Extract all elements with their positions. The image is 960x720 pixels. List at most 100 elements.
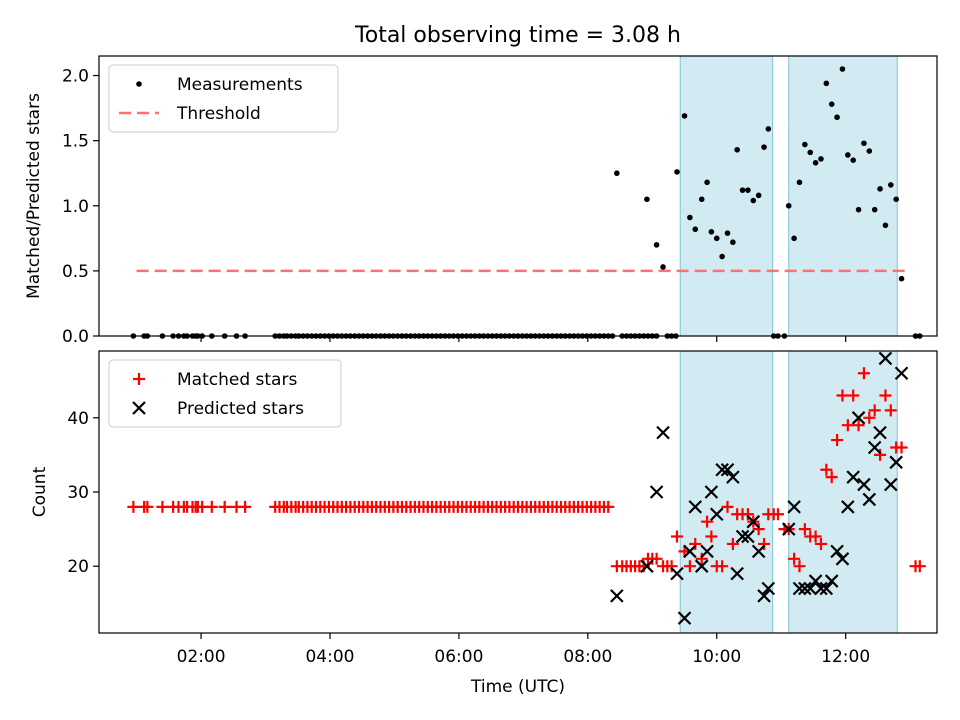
matched-point — [752, 523, 765, 536]
legend-threshold-label: Threshold — [176, 104, 261, 124]
matched-point — [825, 471, 838, 484]
legend-plus-glyph — [133, 373, 145, 385]
predicted-point — [715, 462, 729, 477]
predicted-point — [761, 581, 776, 596]
measurement-point — [866, 148, 873, 154]
legend-predicted-marker — [132, 401, 146, 415]
predicted-point — [878, 351, 893, 366]
matched-point — [847, 389, 860, 402]
measurement-point — [698, 196, 705, 203]
predicted-point — [792, 581, 807, 596]
shaded-span — [788, 55, 898, 337]
top-axes-frame — [98, 55, 938, 337]
x-axis-label: Time (UTC) — [470, 677, 565, 697]
measurement-point — [823, 80, 830, 87]
matched-point — [836, 389, 849, 402]
matched-point — [814, 537, 827, 550]
matched-point — [895, 441, 908, 454]
predicted-point — [709, 507, 724, 522]
predicted-point — [757, 589, 771, 603]
predicted-point — [730, 566, 744, 581]
matched-point — [809, 530, 822, 543]
bottom-x-ticks: 02:00 04:00 06:00 08:00 10:00 12:00 — [177, 633, 870, 667]
top-y-label: Matched/Predicted stars — [24, 93, 44, 299]
measurement-point — [871, 206, 878, 213]
matched-point — [239, 500, 252, 513]
predicted-point — [735, 529, 750, 544]
measurement-point — [739, 187, 746, 193]
matched-point — [716, 560, 729, 573]
measurement-point — [796, 179, 803, 186]
top-x-ticks — [200, 336, 847, 342]
predicted-point — [683, 544, 697, 559]
predicted-point — [841, 500, 855, 514]
matched-point — [671, 530, 684, 543]
measurement-point — [730, 239, 736, 246]
bottom-legend: Matched stars Predicted stars — [108, 359, 342, 428]
predicted-point — [819, 581, 834, 596]
predicted-point — [798, 581, 812, 596]
x-tick-label: 04:00 — [305, 647, 354, 667]
matched-point — [793, 560, 806, 573]
matched-points — [127, 367, 926, 573]
matched-point — [205, 500, 218, 513]
measurement-point — [882, 222, 889, 229]
bottom-panel: 20 30 40 02:00 04:00 06:00 08:00 10:00 12:00 Co… — [30, 350, 938, 697]
measurement-point — [791, 235, 797, 242]
matched-point — [884, 404, 897, 417]
measurement-point — [704, 179, 710, 186]
predicted-point — [610, 589, 624, 603]
top-legend: Measurements Threshold — [108, 64, 339, 133]
matched-point — [721, 500, 734, 513]
measurement-point — [855, 206, 862, 213]
predicted-point — [741, 529, 755, 544]
matched-point — [874, 448, 887, 461]
legend-matched-label: Matched stars — [177, 370, 297, 390]
measurement-point — [674, 169, 680, 175]
predicted-point — [846, 470, 860, 484]
matched-point — [820, 463, 833, 476]
measurement-point — [893, 196, 899, 203]
measurement-point — [839, 66, 846, 72]
measurement-point — [877, 186, 883, 192]
x-tick-label: 06:00 — [434, 647, 483, 667]
measurement-point — [724, 230, 731, 236]
measurement-point — [687, 214, 693, 221]
predicted-point — [889, 455, 903, 470]
predicted-point — [688, 500, 703, 514]
predicted-point — [851, 411, 866, 425]
legend-measure-label: Measurements — [177, 75, 303, 95]
predicted-point — [862, 492, 877, 507]
top-panel: 0.00.51.01.52.0 Matched/Predicted stars … — [24, 55, 938, 347]
matched-point — [156, 500, 169, 513]
measurement-point — [681, 113, 688, 119]
matched-point — [665, 560, 678, 573]
measurement-point — [745, 187, 751, 193]
predicted-point — [700, 544, 714, 559]
x-tick-label: 08:00 — [563, 647, 612, 667]
matched-point — [741, 508, 754, 521]
y-tick-label: 40 — [67, 409, 89, 429]
predicted-point — [640, 559, 654, 573]
measurement-point — [644, 196, 650, 203]
x-tick-label: 12:00 — [821, 647, 870, 667]
matched-point — [771, 508, 784, 521]
measurement-point — [614, 170, 620, 177]
matched-point — [841, 419, 854, 432]
measurement-point — [818, 156, 824, 162]
matched-point — [831, 434, 844, 447]
predicted-point — [656, 425, 670, 440]
y-tick-label: 0.5 — [62, 262, 89, 282]
predicted-point — [704, 485, 719, 499]
measurement-point — [713, 235, 720, 242]
measurement-point — [834, 114, 840, 121]
predicted-point — [814, 581, 828, 596]
predicted-point — [677, 611, 692, 625]
measurement-point — [802, 141, 808, 148]
legend-measure-marker — [136, 81, 142, 87]
top-shaded-spans — [679, 55, 898, 337]
measurement-point — [850, 157, 856, 163]
matched-point — [852, 419, 865, 432]
matched-point — [798, 523, 811, 536]
predicted-point — [787, 500, 801, 514]
